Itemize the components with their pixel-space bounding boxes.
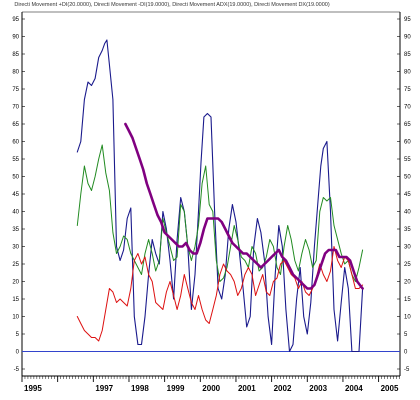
y-tick-right-label: 95 xyxy=(404,17,411,23)
y-tick-left-label: 55 xyxy=(12,157,19,163)
y-tick-right-label: 40 xyxy=(404,210,411,216)
chart-title: Directi Movement +DI(20.0000), Directi M… xyxy=(14,2,329,8)
y-tick-left-label: 50 xyxy=(12,175,19,181)
y-axis-right: -5 0 5 10 15 20 25 30 35 40 45 50 55 60 65 70 75 80 85 90 95 xyxy=(397,17,411,373)
x-tick-label: 2002 xyxy=(274,384,292,393)
y-tick-left-label: 35 xyxy=(12,227,19,233)
y-tick-right-label: 50 xyxy=(404,175,411,181)
y-tick-right-label: 70 xyxy=(404,105,411,111)
x-tick-label: 1995 xyxy=(24,384,42,393)
series-line-1 xyxy=(76,39,364,353)
y-tick-right-label: 75 xyxy=(404,87,411,93)
y-tick-right-label: 65 xyxy=(404,122,411,128)
y-tick-left-label: 20 xyxy=(12,280,19,286)
y-tick-right-label: 10 xyxy=(404,315,411,321)
y-tick-left-label: 75 xyxy=(12,87,19,93)
y-tick-right-label: 25 xyxy=(404,262,411,268)
y-tick-right-label: 20 xyxy=(404,280,411,286)
x-tick-label: 2001 xyxy=(238,384,256,393)
x-tick-label: 1998 xyxy=(131,384,149,393)
y-tick-left-label: 5 xyxy=(16,332,20,338)
y-axis-left: -5 0 5 10 15 20 25 30 35 40 45 50 55 60 65 70 75 80 85 90 95 xyxy=(12,17,25,373)
y-tick-right-label: 30 xyxy=(404,245,411,251)
x-tick-label: 2004 xyxy=(345,384,363,393)
y-tick-right-label: 85 xyxy=(404,52,411,58)
y-tick-left-label: 10 xyxy=(12,315,19,321)
y-tick-right-label: 55 xyxy=(404,157,411,163)
y-tick-right-label: 35 xyxy=(404,227,411,233)
y-tick-right-label: 60 xyxy=(404,140,411,146)
y-tick-left-label: 95 xyxy=(12,17,19,23)
y-tick-left-label: 0 xyxy=(16,350,20,356)
x-tick-label: 2005 xyxy=(381,384,399,393)
y-tick-left-label: 25 xyxy=(12,262,19,268)
y-tick-left-label: 85 xyxy=(12,52,19,58)
y-tick-left-label: 80 xyxy=(12,70,19,76)
series-layer xyxy=(76,39,364,353)
y-tick-right-label: -5 xyxy=(404,367,410,373)
y-tick-left-label: 70 xyxy=(12,105,19,111)
series-line-4 xyxy=(124,122,364,290)
y-tick-left-label: 90 xyxy=(12,35,19,41)
y-tick-right-label: 80 xyxy=(404,70,411,76)
y-tick-right-label: 90 xyxy=(404,35,411,41)
y-tick-left-label: 40 xyxy=(12,210,19,216)
y-tick-left-label: 60 xyxy=(12,140,19,146)
y-tick-left-label: 65 xyxy=(12,122,19,128)
y-tick-right-label: 0 xyxy=(404,350,408,356)
x-tick-label: 1997 xyxy=(95,384,113,393)
y-tick-left-label: 45 xyxy=(12,192,19,198)
y-tick-right-label: 15 xyxy=(404,297,411,303)
x-tick-label: 1999 xyxy=(167,384,185,393)
y-tick-left-label: -5 xyxy=(14,367,20,373)
y-tick-right-label: 5 xyxy=(404,332,408,338)
x-axis: 1995 1997 1998 1999 2000 2001 2002 2003 2004 2005 xyxy=(21,376,400,393)
y-tick-left-label: 15 xyxy=(12,297,19,303)
x-tick-label: 2000 xyxy=(202,384,220,393)
y-tick-left-label: 30 xyxy=(12,245,19,251)
x-tick-label: 2003 xyxy=(309,384,327,393)
series-line-2 xyxy=(76,144,364,282)
y-tick-right-label: 45 xyxy=(404,192,411,198)
